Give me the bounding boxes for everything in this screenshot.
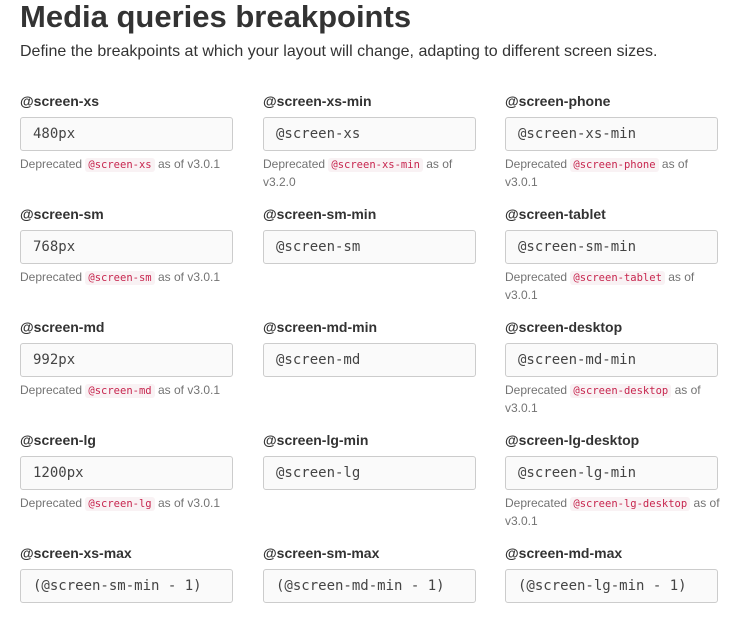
deprecation-note: Deprecated @screen-lg as of v3.0.1 <box>20 496 221 511</box>
field-label: @screen-lg <box>20 432 96 448</box>
screen-lg-desktop-input[interactable]: @screen-lg-min <box>505 456 718 490</box>
deprecation-note: Deprecated @screen-sm as of v3.0.1 <box>20 270 221 285</box>
deprecated-variable: @screen-lg <box>85 497 155 511</box>
field-screen-md-min: @screen-md-min @screen-md <box>263 319 478 377</box>
deprecation-note: Deprecated @screen-xs as of v3.0.1 <box>20 157 221 172</box>
field-screen-sm-max: @screen-sm-max (@screen-md-min - 1) <box>263 545 478 603</box>
deprecated-variable: @screen-phone <box>570 158 659 172</box>
field-screen-lg-desktop: @screen-lg-desktop @screen-lg-min Deprec… <box>505 432 720 530</box>
screen-phone-input[interactable]: @screen-xs-min <box>505 117 718 151</box>
field-screen-xs-min: @screen-xs-min @screen-xs Deprecated @sc… <box>263 93 478 191</box>
field-label: @screen-sm-min <box>263 206 377 222</box>
screen-xs-max-input[interactable]: (@screen-sm-min - 1) <box>20 569 233 603</box>
screen-sm-min-input[interactable]: @screen-sm <box>263 230 476 264</box>
deprecation-note: Deprecated @screen-lg-desktop as of v3.0… <box>505 496 720 528</box>
screen-sm-max-input[interactable]: (@screen-md-min - 1) <box>263 569 476 603</box>
field-screen-md-max: @screen-md-max (@screen-lg-min - 1) <box>505 545 720 603</box>
field-label: @screen-xs-min <box>263 93 372 109</box>
deprecated-variable: @screen-sm <box>85 271 155 285</box>
field-screen-desktop: @screen-desktop @screen-md-min Deprecate… <box>505 319 720 417</box>
field-label: @screen-xs <box>20 93 100 109</box>
field-screen-tablet: @screen-tablet @screen-sm-min Deprecated… <box>505 206 720 304</box>
deprecated-variable: @screen-lg-desktop <box>570 497 691 511</box>
deprecation-note: Deprecated @screen-phone as of v3.0.1 <box>505 157 688 189</box>
deprecated-variable: @screen-md <box>85 384 155 398</box>
field-label: @screen-xs-max <box>20 545 132 561</box>
screen-lg-input[interactable]: 1200px <box>20 456 233 490</box>
screen-md-input[interactable]: 992px <box>20 343 233 377</box>
screen-tablet-input[interactable]: @screen-sm-min <box>505 230 718 264</box>
field-screen-phone: @screen-phone @screen-xs-min Deprecated … <box>505 93 720 191</box>
deprecated-variable: @screen-desktop <box>570 384 672 398</box>
field-screen-lg-min: @screen-lg-min @screen-lg <box>263 432 478 490</box>
screen-desktop-input[interactable]: @screen-md-min <box>505 343 718 377</box>
deprecated-variable: @screen-xs <box>85 158 155 172</box>
screen-md-max-input[interactable]: (@screen-lg-min - 1) <box>505 569 718 603</box>
field-label: @screen-sm <box>20 206 104 222</box>
field-label: @screen-md-max <box>505 545 623 561</box>
field-label: @screen-sm-max <box>263 545 380 561</box>
deprecated-variable: @screen-tablet <box>570 271 665 285</box>
deprecation-note: Deprecated @screen-md as of v3.0.1 <box>20 383 221 398</box>
screen-sm-input[interactable]: 768px <box>20 230 233 264</box>
page-title: Media queries breakpoints <box>20 0 412 34</box>
deprecation-note: Deprecated @screen-tablet as of v3.0.1 <box>505 270 695 302</box>
field-screen-xs: @screen-xs 480px Deprecated @screen-xs a… <box>20 93 235 174</box>
screen-xs-min-input[interactable]: @screen-xs <box>263 117 476 151</box>
screen-md-min-input[interactable]: @screen-md <box>263 343 476 377</box>
field-screen-xs-max: @screen-xs-max (@screen-sm-min - 1) <box>20 545 235 603</box>
field-screen-md: @screen-md 992px Deprecated @screen-md a… <box>20 319 235 400</box>
field-label: @screen-md <box>20 319 105 335</box>
field-screen-sm: @screen-sm 768px Deprecated @screen-sm a… <box>20 206 235 287</box>
field-label: @screen-tablet <box>505 206 606 222</box>
screen-lg-min-input[interactable]: @screen-lg <box>263 456 476 490</box>
field-label: @screen-phone <box>505 93 611 109</box>
field-screen-sm-min: @screen-sm-min @screen-sm <box>263 206 478 264</box>
field-screen-lg: @screen-lg 1200px Deprecated @screen-lg … <box>20 432 235 513</box>
field-label: @screen-md-min <box>263 319 378 335</box>
deprecation-note: Deprecated @screen-desktop as of v3.0.1 <box>505 383 701 415</box>
screen-xs-input[interactable]: 480px <box>20 117 233 151</box>
field-label: @screen-lg-desktop <box>505 432 640 448</box>
deprecation-note: Deprecated @screen-xs-min as of v3.2.0 <box>263 157 453 189</box>
page-description: Define the breakpoints at which your lay… <box>20 43 658 60</box>
field-label: @screen-lg-min <box>263 432 369 448</box>
deprecated-variable: @screen-xs-min <box>328 158 423 172</box>
field-label: @screen-desktop <box>505 319 623 335</box>
